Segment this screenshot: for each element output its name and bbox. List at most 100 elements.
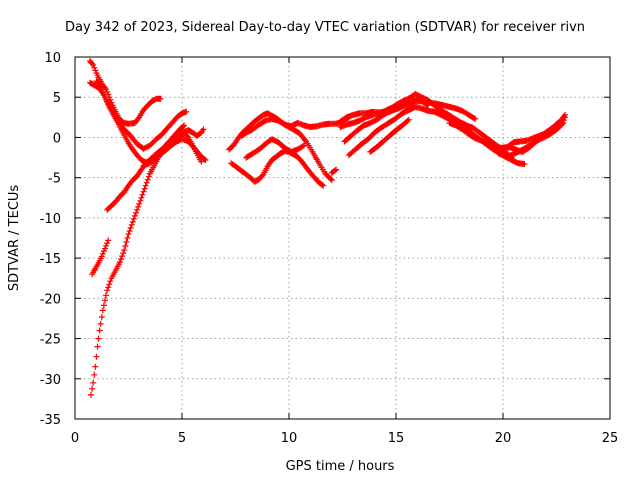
data-point [202, 157, 209, 163]
y-tick-label: 10 [44, 51, 61, 66]
series-arc2 [89, 237, 112, 278]
series-arc15 [341, 98, 432, 145]
data-point [126, 228, 133, 234]
data-point [98, 253, 105, 260]
data-point [105, 237, 112, 244]
y-tick-label: -10 [40, 212, 61, 227]
data-point [91, 371, 98, 378]
data-point [320, 182, 327, 189]
series-arc1 [88, 130, 205, 398]
data-point [135, 203, 142, 210]
data-point [157, 95, 164, 102]
data-point [90, 62, 97, 68]
data-point [180, 123, 187, 130]
data-point [105, 284, 112, 291]
data-point [102, 245, 108, 252]
data-point [301, 142, 307, 149]
data-point [121, 247, 128, 254]
y-tick-label: -15 [40, 252, 61, 267]
data-point [99, 250, 106, 257]
data-point [140, 188, 147, 195]
data-point [333, 166, 340, 173]
data-point [119, 253, 126, 260]
data-point [122, 243, 129, 249]
series-arc12 [328, 166, 340, 176]
data-point [181, 122, 188, 129]
data-point [128, 221, 135, 228]
data-point [130, 215, 137, 222]
series-arc9 [228, 148, 327, 189]
data-point [139, 191, 146, 198]
data-point [425, 102, 432, 109]
data-point [141, 185, 148, 192]
data-point [99, 307, 106, 314]
data-point [183, 108, 190, 115]
y-tick-label: 5 [53, 91, 61, 106]
y-tick-label: -5 [48, 172, 61, 187]
data-point [90, 379, 97, 386]
data-point [259, 172, 266, 179]
data-point [95, 335, 102, 342]
data-point [299, 143, 306, 150]
data-point [96, 327, 103, 334]
axis-ticks [74, 56, 611, 420]
series-arc21 [500, 111, 569, 155]
data-point [124, 235, 131, 241]
data-point [89, 385, 96, 392]
data-point [91, 64, 98, 71]
y-tick-label: -20 [40, 292, 61, 307]
x-tick-label: 25 [602, 431, 619, 446]
data-point [127, 224, 134, 231]
data-point [94, 343, 101, 350]
x-tick-label: 20 [495, 431, 512, 446]
data-point [100, 302, 107, 309]
y-tick-label: 0 [53, 131, 61, 146]
data-point [521, 161, 528, 167]
x-tick-label: 5 [178, 431, 186, 446]
data-point [93, 353, 100, 360]
data-point [102, 84, 108, 91]
data-point [134, 206, 141, 213]
data-points [87, 58, 569, 398]
series-arc17 [367, 116, 412, 155]
data-point [102, 297, 108, 304]
x-tick-label: 0 [71, 431, 79, 446]
x-tick-labels: 0 5 10 15 20 25 [71, 431, 618, 446]
data-point [92, 363, 99, 370]
data-point [116, 259, 123, 266]
grid-lines [75, 57, 610, 419]
data-point [328, 177, 335, 184]
data-point [144, 176, 151, 183]
data-point [129, 218, 136, 225]
series-arc4 [87, 58, 164, 127]
data-point [89, 60, 96, 67]
data-point [562, 111, 569, 118]
data-point [107, 278, 114, 285]
chart-title: Day 342 of 2023, Sidereal Day-to-day VTE… [65, 20, 585, 35]
data-point [145, 173, 152, 180]
series-arc6 [93, 78, 190, 152]
data-point [92, 67, 99, 74]
data-point [103, 292, 109, 299]
data-point [98, 314, 105, 321]
data-point [404, 117, 411, 124]
data-point [472, 115, 479, 122]
data-point [120, 250, 127, 257]
y-tick-labels: -35 -30 -25 -20 -15 -10 -5 0 5 10 [40, 51, 61, 428]
data-point [88, 391, 94, 398]
data-point [135, 115, 142, 122]
data-point [97, 320, 104, 327]
data-point [405, 116, 412, 123]
data-point [327, 176, 334, 182]
data-point [142, 182, 149, 189]
data-point [137, 197, 144, 204]
series-arc7 [140, 136, 209, 169]
x-tick-label: 15 [388, 431, 405, 446]
data-point [424, 101, 430, 108]
data-point [201, 156, 208, 163]
data-point [133, 209, 139, 216]
data-point [104, 287, 111, 294]
data-point [200, 126, 207, 133]
x-tick-label: 10 [281, 431, 298, 446]
